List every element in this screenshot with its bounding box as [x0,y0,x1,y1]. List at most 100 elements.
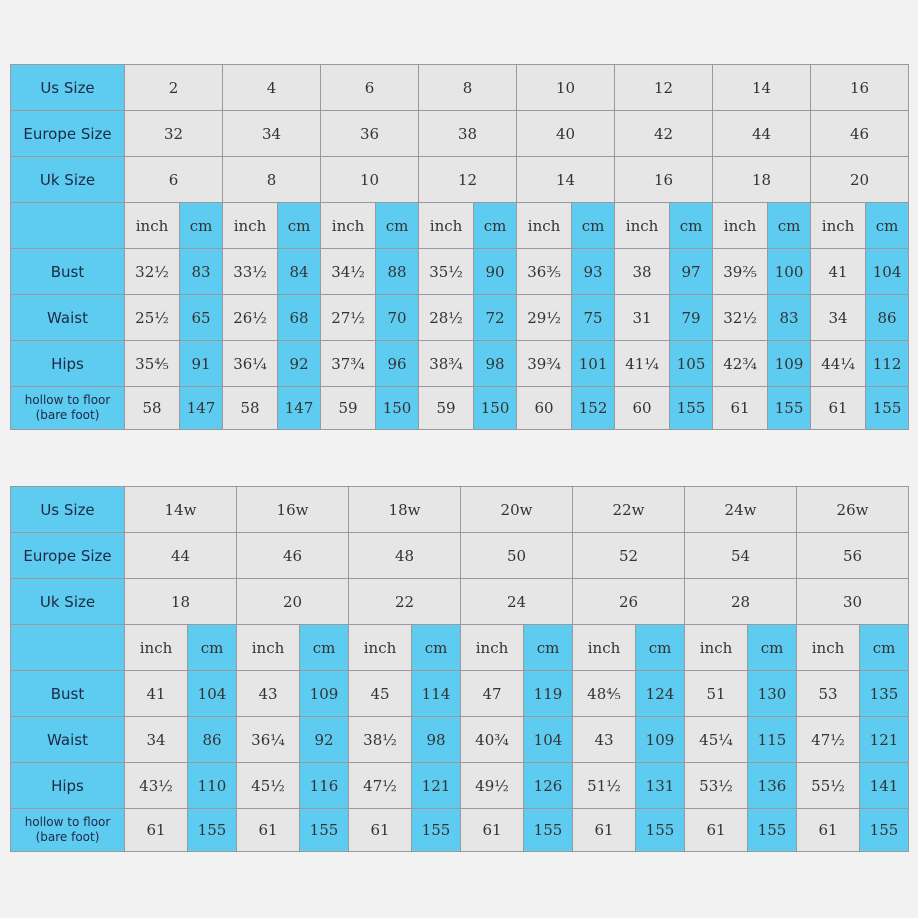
waist-inch-cell: 32½ [712,294,769,341]
europe-size-label: Europe Size [10,110,125,157]
waist-cm-cell: 68 [277,294,322,341]
europe-size-cell: 42 [614,110,714,157]
waist-cm-cell: 92 [299,716,349,763]
bust-cm-cell: 119 [523,670,573,717]
waist-cm-cell: 72 [473,294,518,341]
hollow-to-floor-inch-cell: 61 [712,386,769,430]
unit-inch-cell: inch [796,624,860,671]
bust-inch-cell: 51 [684,670,748,717]
hollow-to-floor-cm-cell: 147 [178,386,224,430]
waist-cm-cell: 83 [767,294,812,341]
hollow-to-floor-cm-cell: 147 [277,386,322,430]
bust-inch-cell: 36⅗ [516,248,573,295]
hips-cm-cell: 101 [571,340,616,387]
hips-cm-cell: 105 [669,340,714,387]
unit-cm-cell: cm [859,624,909,671]
europe-size-cell: 52 [572,532,685,579]
hips-cm-cell: 141 [859,762,909,809]
unit-cm-cell: cm [411,624,461,671]
uk-size-cell: 8 [222,156,322,203]
uk-size-cell: 28 [684,578,797,625]
waist-cm-cell: 65 [178,294,224,341]
hips-inch-cell: 43½ [124,762,188,809]
uk-size-cell: 30 [796,578,909,625]
bust-cm-cell: 114 [411,670,461,717]
us-size-cell: 12 [614,64,714,111]
bust-inch-cell: 33½ [222,248,279,295]
bust-cm-cell: 104 [865,248,910,295]
hips-label: Hips [10,340,125,387]
uk-size-cell: 24 [460,578,573,625]
hollow-to-floor-inch-cell: 61 [460,808,524,852]
hollow-to-floor-inch-cell: 60 [614,386,671,430]
hollow-to-floor-cm-cell: 155 [635,808,685,852]
unit-inch-cell: inch [572,624,636,671]
hips-cm-cell: 131 [635,762,685,809]
bust-inch-cell: 53 [796,670,860,717]
bust-cm-cell: 97 [669,248,714,295]
size-chart-table-plus: Us Size 14w 16w 18w 20w 22w 24w 26w Europe Size 4… [10,486,909,852]
hips-inch-cell: 38¾ [418,340,475,387]
unit-inch-cell: inch [348,624,412,671]
waist-label: Waist [10,294,125,341]
bust-cm-cell: 93 [571,248,616,295]
bust-cm-cell: 104 [187,670,237,717]
europe-size-cell: 46 [810,110,910,157]
hollow-to-floor-inch-cell: 61 [572,808,636,852]
bust-cm-cell: 90 [473,248,518,295]
hips-cm-cell: 109 [767,340,812,387]
us-size-cell: 6 [320,64,420,111]
hips-inch-cell: 35⅘ [124,340,180,387]
size-chart-table-regular: Us Size 2 4 6 8 10 12 14 16 Europe Size 32 34 36 38 40… [10,64,910,430]
hips-cm-cell: 112 [865,340,910,387]
hips-cm-cell: 121 [411,762,461,809]
unit-inch-cell: inch [124,624,188,671]
europe-size-cell: 40 [516,110,616,157]
us-size-cell: 26w [796,486,909,533]
hollow-to-floor-cm-cell: 155 [859,808,909,852]
hollow-to-floor-inch-cell: 60 [516,386,573,430]
europe-size-cell: 54 [684,532,797,579]
europe-size-cell: 44 [712,110,812,157]
hollow-to-floor-inch-cell: 61 [796,808,860,852]
waist-cm-cell: 70 [375,294,420,341]
unit-cm-cell: cm [865,202,910,249]
hips-inch-cell: 47½ [348,762,412,809]
hips-inch-cell: 36¼ [222,340,279,387]
unit-inch-cell: inch [684,624,748,671]
us-size-cell: 22w [572,486,685,533]
bust-cm-cell: 84 [277,248,322,295]
waist-cm-cell: 86 [865,294,910,341]
uk-size-cell: 6 [123,156,224,203]
hollow-to-floor-inch-cell: 61 [236,808,300,852]
bust-label: Bust [10,670,125,717]
waist-inch-cell: 40¾ [460,716,524,763]
bust-cm-cell: 135 [859,670,909,717]
hollow-to-floor-inch-cell: 61 [810,386,867,430]
uk-size-cell: 12 [418,156,518,203]
bust-cm-cell: 124 [635,670,685,717]
waist-inch-cell: 29½ [516,294,573,341]
hollow-to-floor-cm-cell: 155 [865,386,910,430]
hollow-to-floor-cm-cell: 150 [375,386,420,430]
unit-inch-cell: inch [320,202,377,249]
units-row-label [10,202,125,249]
us-size-cell: 10 [516,64,616,111]
waist-cm-cell: 79 [669,294,714,341]
hollow-to-floor-label: hollow to floor (bare foot) [10,808,125,852]
uk-size-cell: 14 [516,156,616,203]
uk-size-cell: 18 [712,156,812,203]
hips-inch-cell: 39¾ [516,340,573,387]
waist-cm-cell: 104 [523,716,573,763]
uk-size-cell: 10 [320,156,420,203]
hips-label: Hips [10,762,125,809]
hips-inch-cell: 45½ [236,762,300,809]
unit-inch-cell: inch [222,202,279,249]
europe-size-cell: 46 [236,532,349,579]
us-size-label: Us Size [10,486,125,533]
us-size-cell: 8 [418,64,518,111]
hollow-to-floor-label: hollow to floor (bare foot) [10,386,125,430]
hollow-to-floor-cm-cell: 155 [299,808,349,852]
us-size-cell: 20w [460,486,573,533]
unit-inch-cell: inch [124,202,180,249]
